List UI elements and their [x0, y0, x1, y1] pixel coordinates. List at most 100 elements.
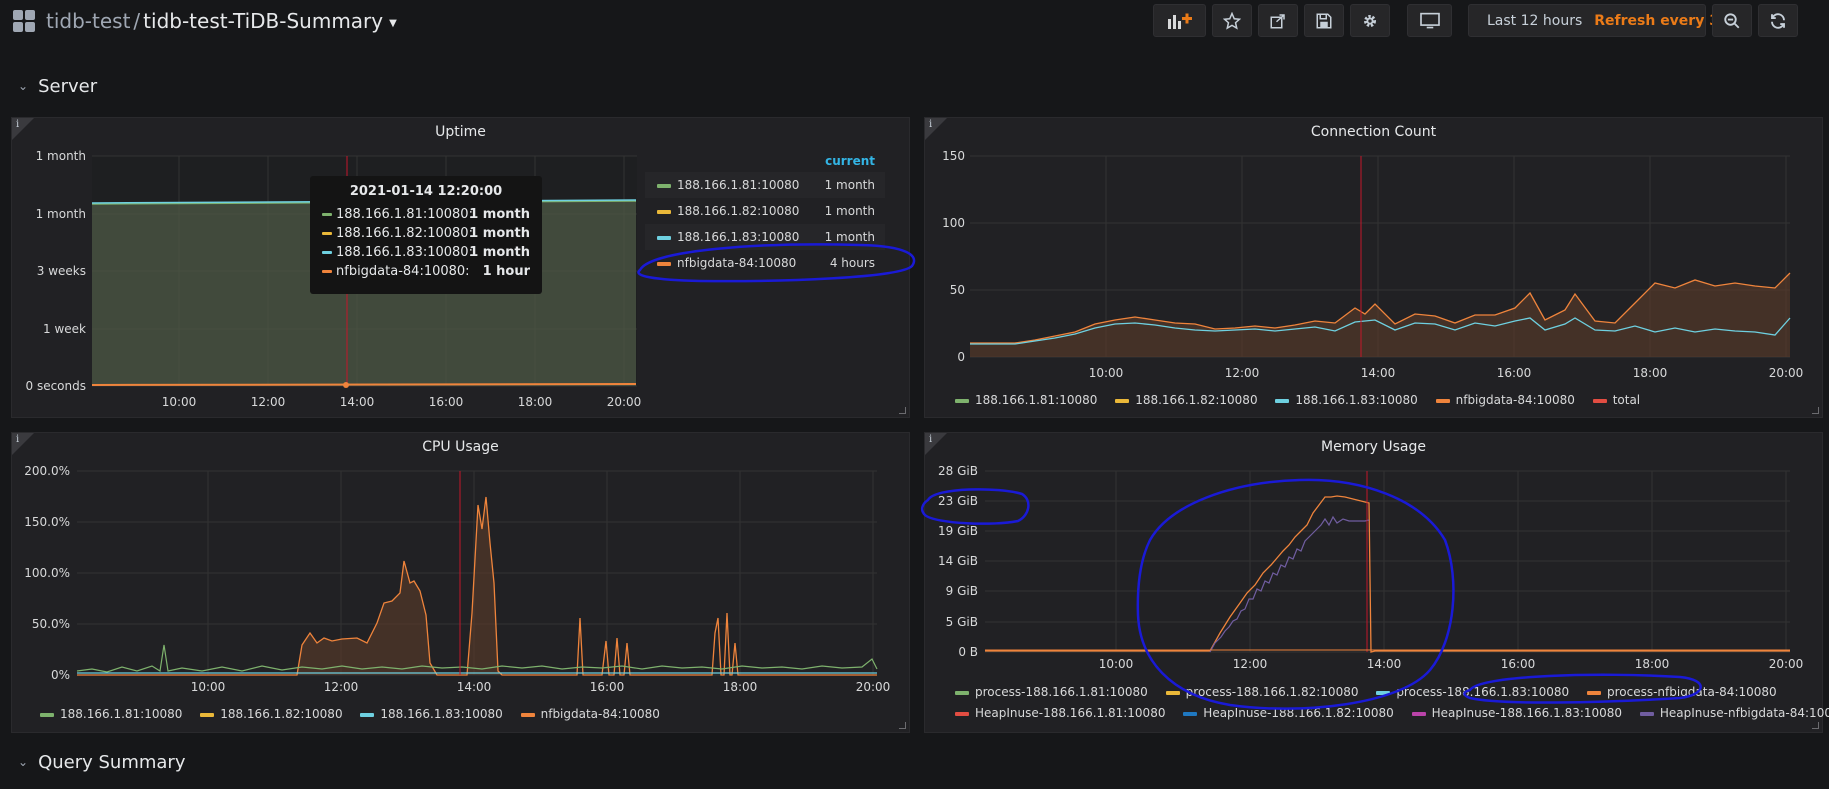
legend-item[interactable]: nfbigdata-84:10080: [520, 707, 660, 721]
x-tick-label: 16:00: [1497, 366, 1532, 380]
x-tick-label: 18:00: [1635, 657, 1670, 671]
legend-swatch: [657, 183, 671, 188]
tv-mode-button[interactable]: [1407, 4, 1452, 37]
y-tick-label: 28 GiB: [938, 464, 978, 478]
refresh-button[interactable]: [1758, 4, 1798, 37]
legend-name: 188.166.1.82:10080: [677, 204, 800, 218]
legend-item[interactable]: 188.166.1.82:10080 1 month: [645, 198, 885, 224]
x-tick-label: 12:00: [251, 395, 286, 409]
legend-item[interactable]: nfbigdata-84:10080: [1435, 393, 1575, 407]
legend-item[interactable]: 188.166.1.81:10080: [955, 393, 1097, 407]
time-range-picker[interactable]: Last 12 hours Refresh every 30s: [1468, 4, 1737, 37]
y-tick-label: 100.0%: [24, 566, 70, 580]
row-server[interactable]: ⌄ Server: [18, 76, 97, 97]
legend-item[interactable]: 188.166.1.83:10080 1 month: [645, 224, 885, 250]
cpu-usage-chart[interactable]: 0% 50.0% 100.0% 150.0% 200.0% 10:00 12:0…: [12, 433, 911, 734]
refresh-interval-label: Refresh every 30s: [1594, 12, 1738, 29]
tooltip-series: 188.166.1.81:10080:: [336, 207, 473, 222]
legend-item[interactable]: 188.166.1.81:10080 1 month: [645, 172, 885, 198]
legend-item[interactable]: process-188.166.1.81:10080: [955, 685, 1148, 699]
legend-swatch: [520, 712, 535, 717]
panel-resize-handle[interactable]: [899, 722, 906, 729]
legend-label: 188.166.1.81:10080: [60, 707, 183, 721]
settings-button[interactable]: [1350, 4, 1390, 37]
legend-swatch: [1183, 711, 1198, 716]
legend-swatch: [1435, 398, 1450, 403]
row-query-summary[interactable]: ⌄ Query Summary: [18, 752, 185, 773]
dashboard-title[interactable]: tidb-test-TiDB-Summary: [143, 9, 384, 33]
legend-item[interactable]: HeapInuse-188.166.1.83:10080: [1411, 706, 1622, 720]
legend-label: process-188.166.1.83:10080: [1396, 685, 1570, 699]
series-line-cpu-84: [77, 496, 877, 676]
info-icon[interactable]: i: [16, 434, 20, 445]
legend-item[interactable]: 188.166.1.83:10080: [360, 707, 503, 721]
tooltip-row: 188.166.1.83:10080: 1 month: [322, 243, 530, 262]
uptime-legend: current 188.166.1.81:10080 1 month 188.16…: [645, 150, 885, 276]
legend-header-current[interactable]: current: [825, 154, 875, 168]
panel-resize-handle[interactable]: [899, 407, 906, 414]
legend-label: 188.166.1.83:10080: [380, 707, 503, 721]
x-tick-label: 14:00: [340, 395, 375, 409]
series-area-cpu-84: [77, 497, 877, 675]
hover-point: [343, 382, 349, 388]
legend-label: total: [1612, 393, 1641, 407]
zoom-out-button[interactable]: [1712, 4, 1752, 37]
legend-label: 188.166.1.81:10080: [975, 393, 1098, 407]
legend-swatch: [955, 690, 969, 695]
share-button[interactable]: [1258, 4, 1298, 37]
legend-item[interactable]: 188.166.1.83:10080: [1275, 393, 1418, 407]
panel-info-corner[interactable]: [12, 118, 34, 140]
x-tick-label: 12:00: [324, 680, 359, 694]
legend-item[interactable]: 188.166.1.82:10080: [1115, 393, 1258, 407]
uptime-title[interactable]: Uptime: [435, 124, 486, 140]
memory-usage-title[interactable]: Memory Usage: [1320, 439, 1426, 455]
panel-resize-handle[interactable]: [1812, 722, 1819, 729]
breadcrumb-folder[interactable]: tidb-test: [46, 9, 131, 33]
share-icon: [1270, 13, 1285, 28]
connection-count-chart[interactable]: 0 50 100 150 10:00 12:00 14:00 16:00 18:…: [925, 118, 1824, 419]
tooltip-row: nfbigdata-84:10080: 1 hour: [322, 262, 530, 281]
tooltip-time: 2021-01-14 12:20:00: [349, 184, 503, 199]
cpu-usage-panel: i CPU Usage 0% 50.0% 100.0% 150.0% 200.0…: [11, 432, 910, 733]
series-line-uptime-84: [91, 383, 637, 386]
x-tick-label: 10:00: [1089, 366, 1124, 380]
add-panel-icon: [1167, 13, 1192, 29]
panel-info-corner[interactable]: [925, 433, 947, 455]
dashboard-apps-icon[interactable]: [13, 10, 35, 32]
chevron-down-icon: ⌄: [18, 755, 29, 769]
zoom-out-icon: [1724, 12, 1740, 28]
star-button[interactable]: [1212, 4, 1252, 37]
caret-down-icon[interactable]: ▼: [389, 18, 397, 29]
legend-item[interactable]: total: [1592, 393, 1641, 407]
info-icon[interactable]: i: [16, 119, 20, 130]
info-icon[interactable]: i: [929, 119, 933, 130]
legend-swatch: [955, 711, 969, 716]
y-tick-label: 9 GiB: [946, 584, 978, 598]
save-button[interactable]: [1304, 4, 1344, 37]
legend-label: HeapInuse-188.166.1.81:10080: [975, 706, 1166, 720]
legend-item[interactable]: process-188.166.1.83:10080: [1376, 685, 1569, 699]
legend-swatch: [40, 712, 54, 717]
info-icon[interactable]: i: [929, 434, 933, 445]
legend-item[interactable]: HeapInuse-188.166.1.81:10080: [955, 706, 1165, 720]
panel-info-corner[interactable]: [12, 433, 34, 455]
add-panel-button[interactable]: [1153, 4, 1206, 37]
panel-resize-handle[interactable]: [1812, 407, 1819, 414]
legend-item[interactable]: process-nfbigdata-84:10080: [1586, 685, 1777, 699]
tooltip-swatch: [322, 251, 332, 254]
connection-count-title[interactable]: Connection Count: [1310, 124, 1437, 140]
x-tick-label: 20:00: [1769, 657, 1804, 671]
x-tick-label: 16:00: [429, 395, 464, 409]
cpu-usage-title[interactable]: CPU Usage: [422, 439, 499, 455]
legend-item[interactable]: HeapInuse-188.166.1.82:10080: [1183, 706, 1394, 720]
x-tick-label: 14:00: [1367, 657, 1402, 671]
y-tick-label: 100: [942, 216, 965, 230]
tooltip-swatch: [322, 270, 332, 273]
legend-item[interactable]: 188.166.1.81:10080: [40, 707, 182, 721]
legend-item[interactable]: HeapInuse-nfbigdata-84:10080: [1639, 706, 1829, 720]
legend-item[interactable]: process-188.166.1.82:10080: [1165, 685, 1358, 699]
legend-item[interactable]: 188.166.1.82:10080: [200, 707, 343, 721]
x-tick-label: 10:00: [1099, 657, 1134, 671]
legend-item[interactable]: nfbigdata-84:10080 4 hours: [645, 250, 885, 276]
panel-info-corner[interactable]: [925, 118, 947, 140]
